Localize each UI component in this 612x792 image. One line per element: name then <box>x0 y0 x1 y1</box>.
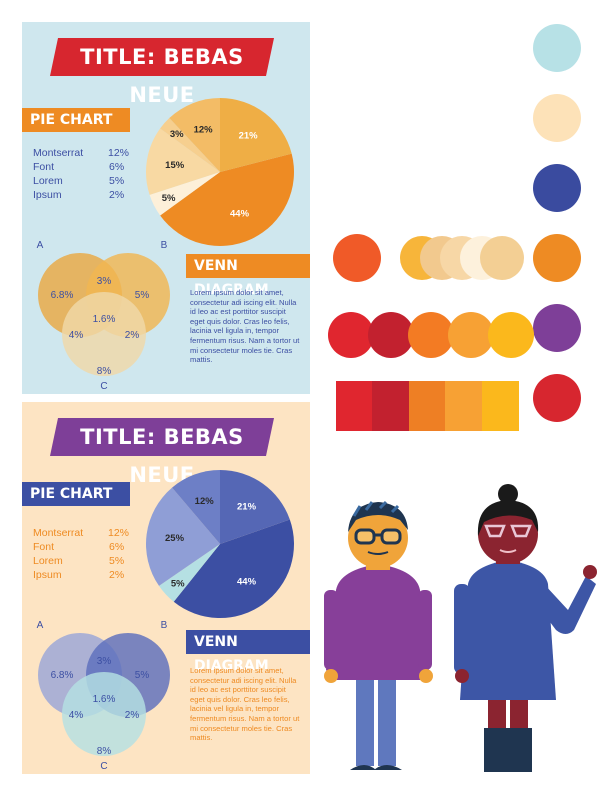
palette-swatch <box>533 24 581 72</box>
venn-abc: 1.6% <box>93 694 116 705</box>
venn-b-only: 5% <box>135 290 150 301</box>
infographic-panel-blue: TITLE: BEBAS NEUE PIE CHART Montserrat 12… <box>22 402 310 774</box>
body-text: Lorem ipsum dolor sit amet, consectetur … <box>190 288 300 365</box>
palette-strip-block <box>481 381 519 431</box>
venn-abc: 1.6% <box>93 314 116 325</box>
venn-c-only: 8% <box>97 746 112 757</box>
pie-slice <box>160 118 220 172</box>
venn-bc: 2% <box>125 330 140 341</box>
pie-slice-label: 44% <box>237 576 257 587</box>
venn-diagram: A B C 6.8% 3% 5% 1.6% 4% 2% 8% <box>37 620 170 772</box>
pie-slice <box>172 470 220 544</box>
pie-chart: 44% 5% 15% 3% 12% 21% <box>146 98 294 247</box>
title-banner-shape <box>50 38 274 76</box>
pie-slice <box>159 544 220 602</box>
palette-swatch <box>408 312 454 358</box>
pie-legend: Montserrat 12% Font 6% Lorem 5% Ipsum 2% <box>33 526 129 582</box>
palette-swatch <box>368 312 414 358</box>
pie-slice <box>220 98 292 172</box>
palette-swatch <box>400 236 444 280</box>
palette-strip-block <box>408 381 446 431</box>
pie-chart: 44% 5% 25% 12% 21% <box>145 470 294 618</box>
venn-ac: 4% <box>69 710 84 721</box>
palette-strip-block <box>445 381 483 431</box>
title-banner: TITLE: BEBAS NEUE <box>50 38 274 107</box>
pie-slice <box>169 98 220 172</box>
pie-slice-label: 5% <box>162 193 176 204</box>
palette-swatch <box>480 236 524 280</box>
venn-circle-c <box>62 672 146 756</box>
pie-slice <box>173 519 294 618</box>
pie-chart-label: PIE CHART <box>22 108 130 132</box>
venn-b-only: 5% <box>135 670 150 681</box>
palette-swatch <box>533 164 581 212</box>
panel-title: TITLE: BEBAS NEUE <box>80 45 244 107</box>
infographic-panel-orange: TITLE: BEBAS NEUE PIE CHART Montserrat 12… <box>22 22 310 394</box>
palette-swatch <box>333 234 381 282</box>
venn-ab: 3% <box>97 276 112 287</box>
woman-character <box>454 484 597 772</box>
palette-swatch <box>533 304 581 352</box>
palette-swatch <box>533 234 581 282</box>
pie-slice-label: 5% <box>171 578 185 589</box>
set-a-label: A <box>37 240 44 251</box>
venn-a-only: 6.8% <box>51 290 74 301</box>
palette-swatch <box>460 236 504 280</box>
legend-row: Lorem 5% <box>33 175 125 187</box>
venn-diagram: A B C 6.8% 3% 5% 1.6% 4% 2% 8% <box>37 240 170 392</box>
legend-row: Lorem 5% <box>33 555 125 567</box>
venn-ab: 3% <box>97 656 112 667</box>
palette-swatch <box>488 312 534 358</box>
palette-strip-block <box>372 381 410 431</box>
legend-row: Ipsum 2% <box>33 569 125 581</box>
palette-swatch <box>440 236 484 280</box>
palette-swatch <box>533 374 581 422</box>
pie-slice <box>145 487 220 586</box>
pie-slice-label: 44% <box>230 209 250 220</box>
venn-diagram-label: VENN DIAGRAM <box>186 254 310 298</box>
venn-bc: 2% <box>125 710 140 721</box>
set-b-label: B <box>161 240 168 251</box>
panel-title: TITLE: BEBAS NEUE <box>80 425 244 487</box>
character-illustrations <box>324 484 597 772</box>
venn-circle-c <box>62 292 146 376</box>
pie-legend: Montserrat 12% Font 6% Lorem 5% Ipsum 2% <box>33 146 129 202</box>
pie-slice-label: 21% <box>237 502 257 513</box>
legend-row: Montserrat 12% <box>33 527 129 539</box>
venn-diagram-label: VENN DIAGRAM <box>186 630 310 674</box>
palette-swatch <box>533 94 581 142</box>
title-banner-shape <box>50 418 274 456</box>
pie-slice-label: 21% <box>239 131 259 142</box>
palette-swatch <box>328 312 374 358</box>
pie-slice-label: 15% <box>165 160 185 171</box>
venn-c-only: 8% <box>97 366 112 377</box>
pie-chart-label: PIE CHART <box>22 482 130 506</box>
pie-slice <box>220 470 290 544</box>
set-c-label: C <box>100 381 107 392</box>
pie-slice-label: 25% <box>165 533 185 544</box>
set-b-label: B <box>161 620 168 631</box>
pie-slice <box>146 128 220 195</box>
legend-row: Font 6% <box>33 161 125 173</box>
palette-swatch <box>448 312 494 358</box>
palette-swatch <box>420 236 464 280</box>
body-text: Lorem ipsum dolor sit amet, consectetur … <box>190 666 300 743</box>
title-banner: TITLE: BEBAS NEUE <box>50 418 274 487</box>
set-a-label: A <box>37 620 44 631</box>
pie-slice-label: 3% <box>170 129 184 140</box>
pie-slice <box>149 172 220 216</box>
palette-strip-block <box>336 381 373 431</box>
pie-slice <box>160 153 294 247</box>
legend-row: Font 6% <box>33 541 125 553</box>
legend-row: Montserrat 12% <box>33 147 129 159</box>
venn-ac: 4% <box>69 330 84 341</box>
legend-row: Ipsum 2% <box>33 189 125 201</box>
pie-slice-label: 12% <box>194 124 214 135</box>
venn-a-only: 6.8% <box>51 670 74 681</box>
man-character <box>324 500 433 770</box>
pie-slice-label: 12% <box>195 496 215 507</box>
set-c-label: C <box>100 761 107 772</box>
